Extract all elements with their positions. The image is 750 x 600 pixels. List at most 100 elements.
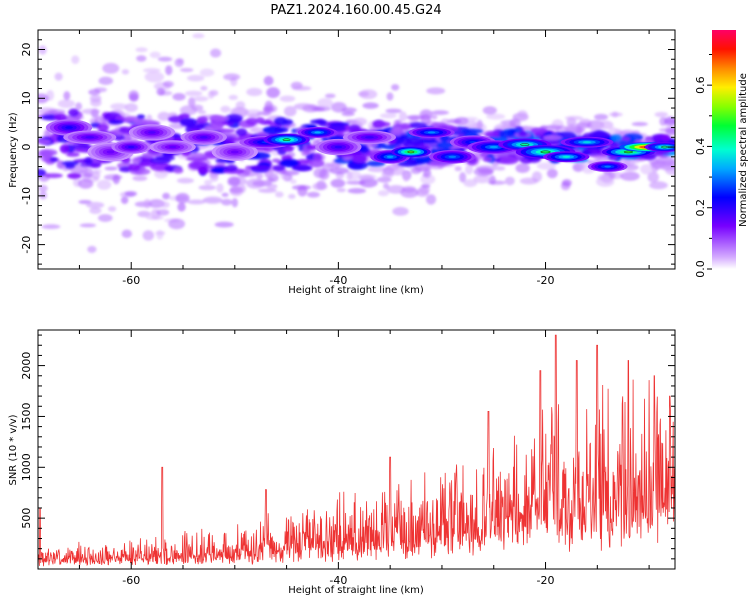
spectrogram-cell [97, 123, 109, 132]
spectrogram-cell [498, 130, 515, 138]
spectrogram-cell [107, 206, 117, 212]
spectrogram-peak [127, 145, 135, 149]
colorbar: 0.0 0.2 0.4 0.6 Normalized spectral amplitu… [694, 30, 749, 278]
x-tick-label: -20 [537, 574, 555, 587]
spectrogram-cell [135, 47, 148, 53]
spectrogram-cell [186, 156, 208, 162]
spectrogram-cell [324, 93, 336, 99]
spectrogram-cell [98, 76, 114, 86]
spectrogram-peak [562, 155, 571, 158]
spectrogram-cell [565, 124, 579, 134]
spectrogram-cell [665, 118, 675, 125]
spectrogram-cell [39, 191, 48, 200]
spectrogram-cell [379, 113, 397, 119]
spectrogram-cell [188, 97, 196, 108]
spectrogram-cell [168, 123, 185, 130]
spectrogram-peak [540, 150, 551, 154]
spectrogram-cell [390, 165, 406, 176]
spectrogram-cell [235, 128, 248, 137]
spectrogram-cell [143, 68, 161, 73]
spectrogram-cell [174, 58, 184, 68]
spectrogram-cell [665, 165, 675, 176]
spectrogram-cell [68, 108, 80, 117]
spectrogram-cell [44, 173, 63, 179]
spectrogram-cell [88, 89, 101, 96]
spectrogram-cell [266, 183, 278, 190]
spectrogram-cell [197, 166, 209, 175]
spectrogram-cell [290, 179, 297, 185]
spectrogram-cell [463, 179, 478, 188]
spectrogram-cell [41, 224, 61, 230]
spectrogram-cell [142, 230, 155, 241]
spectrogram-peak [282, 138, 291, 142]
spectrogram-cell [145, 215, 164, 221]
figure-title: PAZ1.2024.160.00.45.G24 [270, 3, 441, 18]
colorbar-tick-label: 0.4 [694, 138, 707, 156]
spectrogram-cell [564, 115, 584, 121]
spectrogram-cell [148, 199, 165, 209]
spectrogram-cell [144, 71, 165, 83]
spectrogram-cell [104, 166, 118, 171]
spectrogram-cell [39, 149, 58, 157]
spectrogram-cell [168, 218, 186, 230]
spectrogram-cell [127, 163, 141, 172]
spectrogram-cell [49, 156, 58, 163]
spectrogram-cell [110, 103, 128, 110]
snr-y-ticks: 500 1000 1500 2000 [20, 334, 675, 570]
spectrogram-cell [385, 108, 402, 114]
spectrogram-cell [79, 223, 97, 228]
spectrogram-cell [187, 199, 206, 205]
spectrogram-cell [131, 157, 141, 165]
spectrogram-peak [85, 136, 95, 139]
snr-y-label: SNR (10 * v/v) [8, 414, 19, 485]
spectrogram-cell [399, 122, 411, 131]
spectrogram-cell [280, 170, 300, 176]
spectrogram-cell [376, 176, 392, 183]
spectrogram-cell [89, 207, 102, 214]
spectrogram-peak [661, 145, 669, 149]
spectrogram-cell [352, 117, 368, 126]
spectrogram-cell [465, 164, 474, 175]
spectrogram-peaks [45, 119, 675, 173]
spectrogram-peak [448, 155, 457, 158]
spectrogram-x-ticks: -60 -40 -20 [78, 30, 650, 287]
x-tick-label: -40 [329, 574, 347, 587]
spectrogram-cell [214, 221, 234, 228]
spectrogram-cell [517, 110, 528, 118]
snr-plot-area [38, 330, 675, 569]
spectrogram-cell [143, 198, 151, 209]
spectrogram-cell [209, 121, 224, 130]
spectrogram-cell [38, 168, 46, 177]
snr-x-ticks: -60 -40 -20 [78, 330, 650, 587]
spectrogram-cell [426, 87, 446, 95]
spectrogram-cell [402, 172, 410, 182]
spectrogram-cell [225, 164, 238, 172]
spectrogram-cell [200, 85, 208, 91]
spectrogram-cell [210, 174, 219, 182]
spectrogram-cell [279, 158, 300, 168]
spectrogram-frame [37, 29, 676, 270]
spectrogram-cell [346, 170, 353, 181]
spectrogram-cell [318, 169, 330, 180]
spectrogram-cell [184, 90, 203, 97]
spectrogram-cell [102, 62, 120, 74]
spectrogram-cell [593, 155, 609, 161]
spectrogram-cell [595, 176, 615, 187]
spectrogram-cell [75, 102, 83, 111]
spectrogram-cell [515, 163, 530, 174]
spectrogram-cell [352, 154, 368, 164]
spectrogram-cell [179, 105, 198, 116]
y-tick-label: 10 [20, 91, 33, 105]
spectrogram-cell [245, 117, 259, 126]
snr-x-label: Height of straight line (km) [288, 585, 424, 596]
colorbar-tick-label: 0.0 [694, 260, 707, 278]
spectrogram-cell [228, 94, 238, 101]
spectrogram-cell [256, 111, 272, 116]
spectrogram-cell [53, 113, 67, 122]
spectrogram-cell [120, 196, 129, 204]
spectrogram-cell [108, 119, 124, 125]
y-tick-label: 1000 [20, 453, 33, 481]
spectrogram-peak [148, 131, 156, 134]
x-tick-label: -60 [122, 574, 140, 587]
